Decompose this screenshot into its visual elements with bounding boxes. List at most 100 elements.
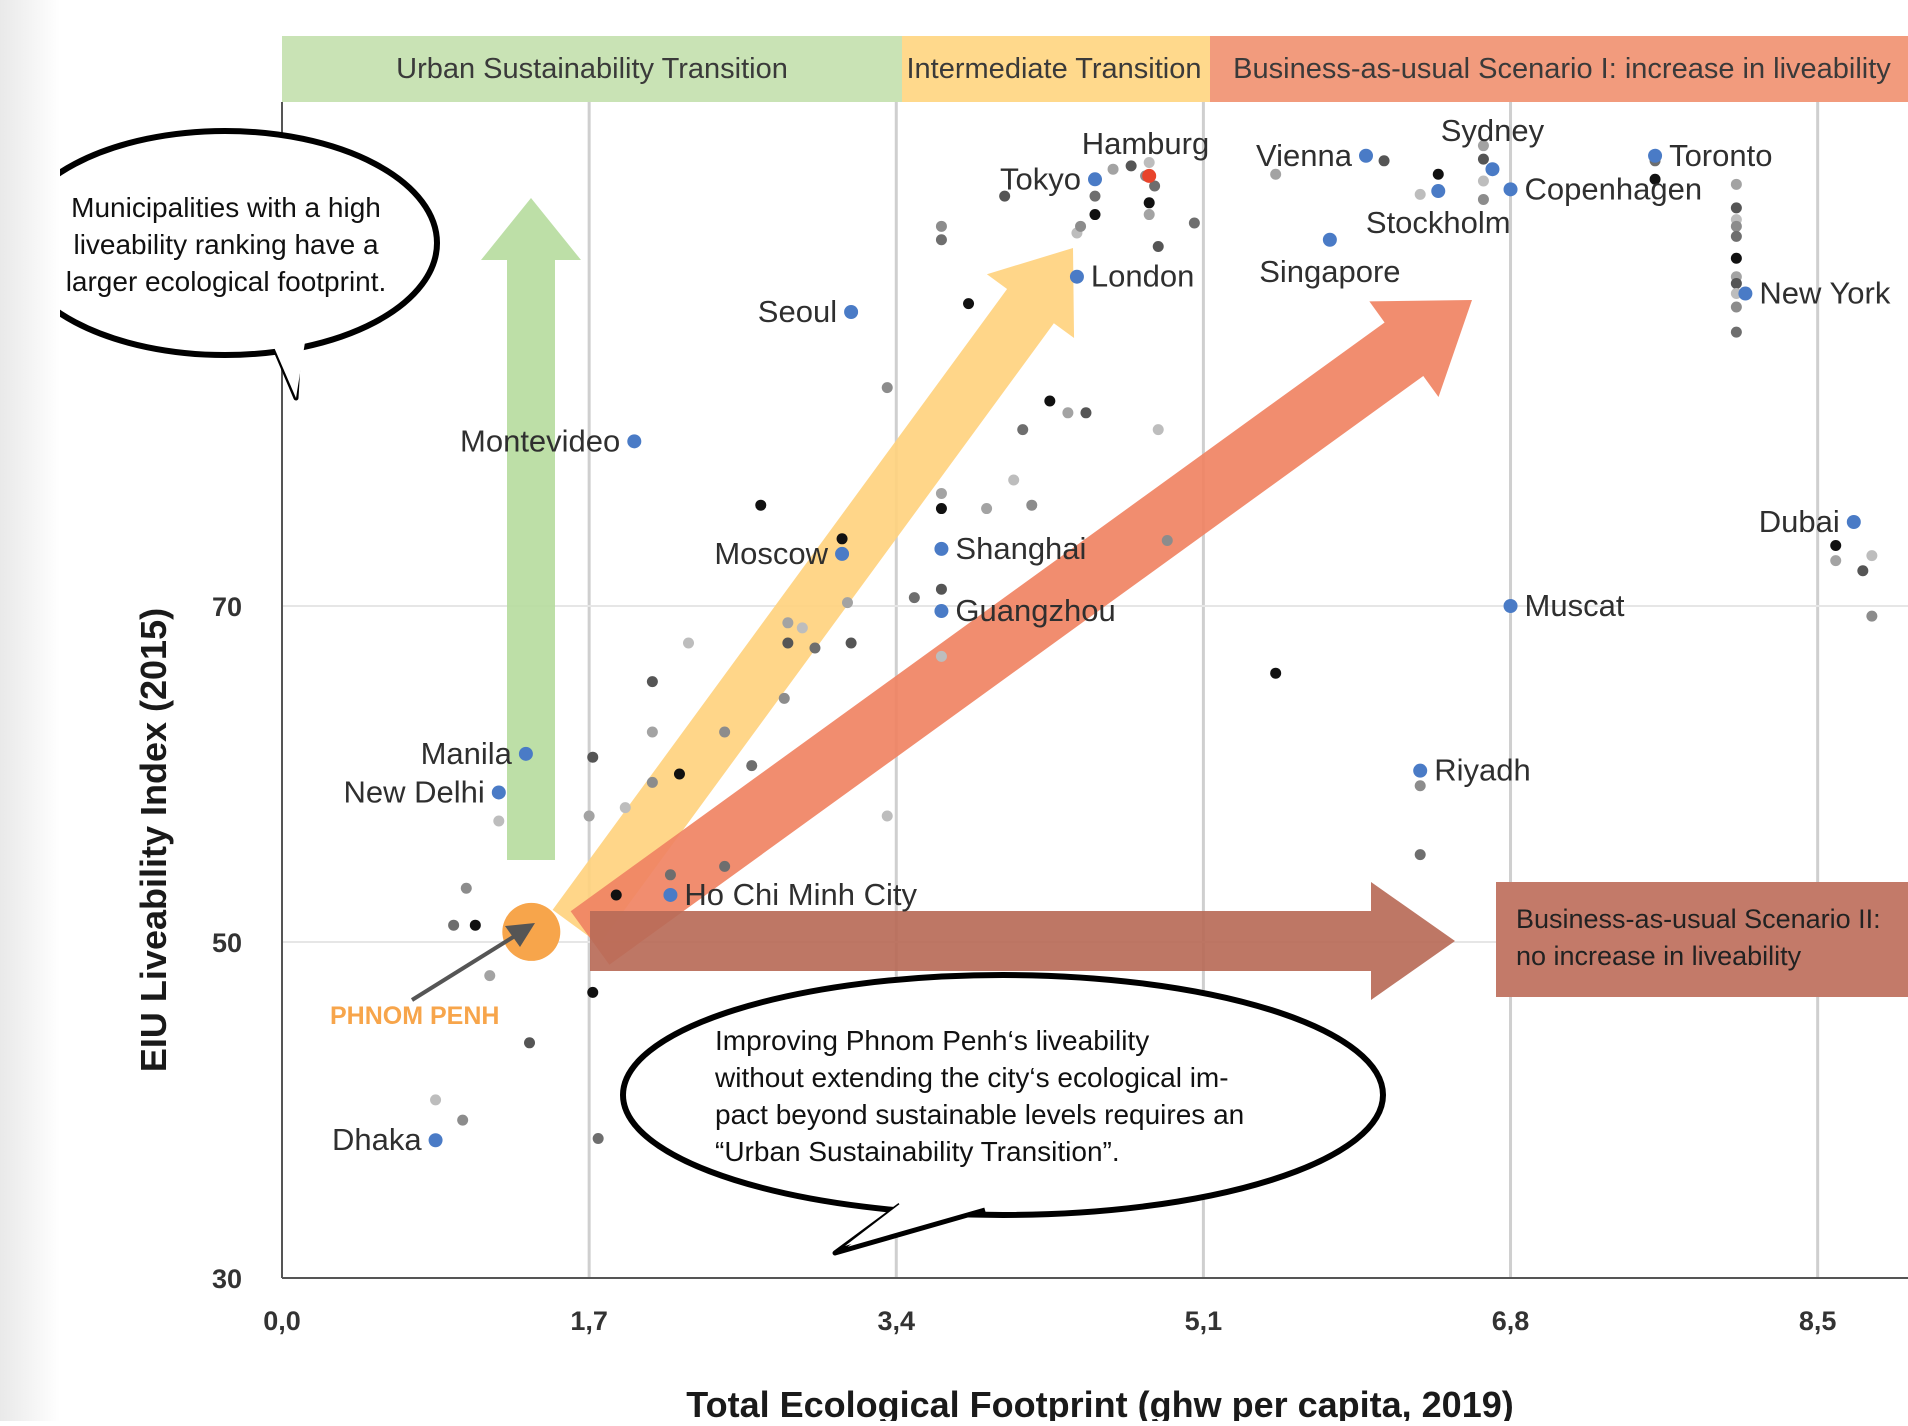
y-tick-label-0: 30 xyxy=(212,1264,242,1294)
city-point-guangzhou xyxy=(934,604,949,619)
data-point xyxy=(1830,540,1842,552)
city-label-vienna: Vienna xyxy=(1256,138,1353,173)
x-tick-label-2: 3,4 xyxy=(877,1306,915,1336)
data-point xyxy=(1730,220,1742,232)
data-point xyxy=(587,751,599,763)
city-point-ho-chi-minh-city xyxy=(663,887,678,902)
x-tick-label-3: 5,1 xyxy=(1185,1306,1223,1336)
y-axis-title: EIU Liveability Index (2015) xyxy=(133,608,174,1072)
city-point-copenhagen xyxy=(1503,182,1518,197)
axis-ticks: 0,0 1,7 3,4 5,1 6,8 8,5 30 50 70 xyxy=(212,592,1836,1336)
data-point xyxy=(493,815,505,827)
city-point-phnom-penh xyxy=(502,902,561,961)
speech-bubble-bottom-line2: without extending the city‘s ecological … xyxy=(714,1062,1229,1093)
data-point xyxy=(664,869,676,881)
data-point xyxy=(881,810,893,822)
data-point xyxy=(1730,202,1742,214)
data-point xyxy=(1125,160,1137,172)
city-label-stockholm: Stockholm xyxy=(1366,205,1511,240)
data-point xyxy=(935,583,947,595)
y-tick-label-1: 50 xyxy=(212,928,242,958)
data-point xyxy=(1432,168,1444,180)
city-point-muscat xyxy=(1503,599,1518,613)
phnom-penh-label: PHNOM PENH xyxy=(330,1002,499,1030)
city-labels: Hamburg Vienna Sydney Toronto Tokyo Copenhage… xyxy=(332,113,1891,1157)
city-label-montevideo: Montevideo xyxy=(460,423,620,458)
data-point xyxy=(524,1037,536,1049)
bau-scenario-2-line2: no increase in liveability xyxy=(1516,941,1802,971)
x-axis-title: Total Ecological Footprint (ghw per capi… xyxy=(686,1384,1513,1421)
data-point xyxy=(1008,474,1020,486)
data-point xyxy=(1477,140,1489,152)
city-point-toronto xyxy=(1648,148,1663,163)
band-intermediate xyxy=(902,36,1210,102)
band-urban-sustainability-label: Urban Sustainability Transition xyxy=(396,53,788,85)
city-label-seoul: Seoul xyxy=(758,294,837,329)
city-label-moscow: Moscow xyxy=(714,536,828,571)
city-label-toronto: Toronto xyxy=(1669,138,1772,173)
data-point xyxy=(1730,277,1742,289)
data-point xyxy=(782,637,794,649)
phnom-penh-pointer-head xyxy=(505,923,535,947)
speech-bubble-top: Municipalities with a high liveability r… xyxy=(10,128,440,401)
data-point xyxy=(845,637,857,649)
data-point xyxy=(1143,156,1155,168)
x-tick-label-0: 0,0 xyxy=(263,1306,301,1336)
data-point xyxy=(836,533,848,545)
city-point-sydney xyxy=(1485,162,1500,177)
bau-scenario-2-line1: Business-as-usual Scenario II: xyxy=(1516,904,1881,934)
data-point xyxy=(1143,209,1155,221)
city-point-dhaka xyxy=(428,1133,443,1148)
data-point xyxy=(1161,534,1173,546)
city-point-london xyxy=(1069,269,1084,284)
data-point xyxy=(457,1114,469,1126)
city-label-shanghai: Shanghai xyxy=(955,531,1086,566)
data-point xyxy=(1378,155,1390,167)
data-point xyxy=(809,642,821,654)
data-point xyxy=(460,882,472,894)
data-point xyxy=(1270,168,1282,180)
data-point xyxy=(841,597,853,609)
data-point xyxy=(646,676,658,688)
x-tick-label-1: 1,7 xyxy=(570,1306,608,1336)
speech-bubble-bottom: Improving Phnom Penh‘s liveability witho… xyxy=(620,972,1386,1256)
data-point xyxy=(1414,849,1426,861)
data-point xyxy=(1414,188,1426,200)
city-point-hamburg xyxy=(1142,168,1157,183)
x-tick-label-5: 8,5 xyxy=(1799,1306,1837,1336)
city-label-new-delhi: New Delhi xyxy=(344,774,485,809)
data-point xyxy=(1414,780,1426,792)
data-point xyxy=(1866,610,1878,622)
bau-scenario-2-box xyxy=(1496,882,1908,997)
city-point-new-york xyxy=(1738,286,1753,301)
y-tick-label-2: 70 xyxy=(212,592,242,622)
data-point xyxy=(719,726,731,738)
speech-bubble-top-line2: liveability ranking have a xyxy=(73,229,378,260)
data-point xyxy=(746,760,758,772)
city-point-shanghai xyxy=(934,541,949,556)
city-point-moscow xyxy=(835,546,850,561)
city-label-riyadh: Riyadh xyxy=(1434,753,1531,788)
city-label-new-york: New York xyxy=(1759,276,1890,311)
speech-bubble-top-line1: Municipalities with a high xyxy=(71,192,381,223)
city-point-riyadh xyxy=(1413,763,1428,778)
city-label-manila: Manila xyxy=(421,736,513,771)
city-label-london: London xyxy=(1091,259,1194,294)
arrow-bau-scenario-2 xyxy=(590,882,1455,1000)
data-point xyxy=(1026,499,1038,511)
data-point xyxy=(592,1133,604,1145)
data-point xyxy=(448,919,460,931)
city-label-ho-chi-minh-city: Ho Chi Minh City xyxy=(684,877,917,912)
data-point xyxy=(1152,240,1164,252)
data-point xyxy=(484,970,496,982)
data-point xyxy=(1866,550,1878,562)
data-point xyxy=(646,776,658,788)
city-point-montevideo xyxy=(627,434,642,449)
data-point xyxy=(981,503,993,515)
data-point xyxy=(719,860,731,872)
arrow-bau-scenario-1 xyxy=(570,300,1472,965)
data-point xyxy=(1107,163,1119,175)
band-intermediate-label: Intermediate Transition xyxy=(907,53,1202,85)
